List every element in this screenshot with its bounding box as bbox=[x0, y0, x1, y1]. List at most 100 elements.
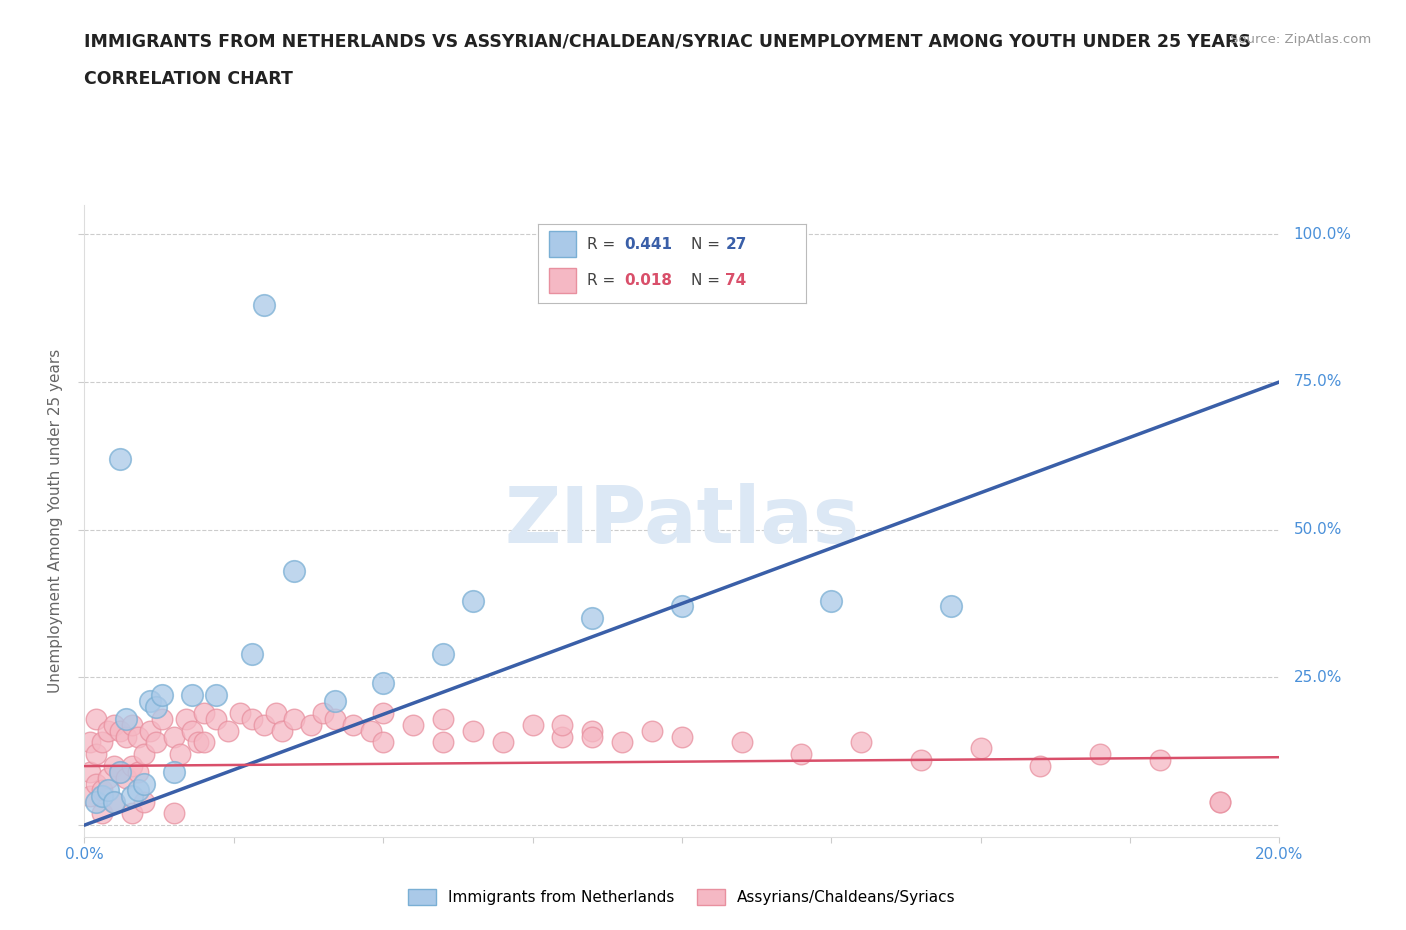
Point bbox=[115, 770, 138, 785]
Text: N =: N = bbox=[690, 236, 724, 252]
Point bbox=[1029, 759, 1052, 774]
Point bbox=[163, 764, 186, 779]
Point bbox=[360, 724, 382, 738]
Point bbox=[228, 706, 252, 721]
Bar bbox=[550, 268, 576, 293]
Point bbox=[193, 735, 215, 750]
Point bbox=[163, 806, 186, 821]
Point bbox=[139, 694, 162, 709]
Point bbox=[240, 646, 263, 661]
Point bbox=[205, 711, 228, 726]
Point bbox=[253, 298, 276, 312]
Point bbox=[103, 794, 125, 809]
Point bbox=[145, 735, 167, 750]
Point bbox=[150, 711, 173, 726]
Point bbox=[641, 724, 664, 738]
Text: 74: 74 bbox=[725, 273, 747, 288]
Text: 0.441: 0.441 bbox=[624, 236, 672, 252]
Point bbox=[301, 717, 323, 732]
Text: N =: N = bbox=[690, 273, 724, 288]
Point bbox=[402, 717, 425, 732]
Point bbox=[180, 724, 202, 738]
Point bbox=[127, 729, 149, 744]
Point bbox=[1088, 747, 1111, 762]
Point bbox=[150, 687, 173, 702]
Point bbox=[205, 687, 228, 702]
Point bbox=[132, 747, 156, 762]
Point bbox=[97, 724, 120, 738]
Y-axis label: Unemployment Among Youth under 25 years: Unemployment Among Youth under 25 years bbox=[48, 349, 63, 693]
Point bbox=[492, 735, 515, 750]
Text: 50.0%: 50.0% bbox=[1294, 522, 1341, 538]
Text: 25.0%: 25.0% bbox=[1294, 670, 1341, 684]
Text: IMMIGRANTS FROM NETHERLANDS VS ASSYRIAN/CHALDEAN/SYRIAC UNEMPLOYMENT AMONG YOUTH: IMMIGRANTS FROM NETHERLANDS VS ASSYRIAN/… bbox=[84, 33, 1251, 50]
Point bbox=[103, 717, 125, 732]
Point bbox=[86, 711, 108, 726]
Point bbox=[110, 764, 132, 779]
Text: R =: R = bbox=[586, 273, 620, 288]
Point bbox=[522, 717, 544, 732]
Point bbox=[127, 764, 149, 779]
Point bbox=[671, 729, 693, 744]
Point bbox=[551, 729, 574, 744]
Point bbox=[115, 729, 138, 744]
Text: CORRELATION CHART: CORRELATION CHART bbox=[84, 70, 294, 87]
Point bbox=[163, 729, 186, 744]
Text: 75.0%: 75.0% bbox=[1294, 375, 1341, 390]
Point bbox=[132, 794, 156, 809]
Point bbox=[115, 711, 138, 726]
Point bbox=[139, 724, 162, 738]
Text: R =: R = bbox=[586, 236, 620, 252]
Point bbox=[671, 599, 693, 614]
Point bbox=[342, 717, 364, 732]
Point bbox=[217, 724, 239, 738]
Point bbox=[323, 694, 347, 709]
Point bbox=[1149, 752, 1171, 767]
Point bbox=[79, 764, 101, 779]
Point bbox=[79, 789, 101, 804]
Point bbox=[849, 735, 872, 750]
Text: Source: ZipAtlas.com: Source: ZipAtlas.com bbox=[1230, 33, 1371, 46]
Point bbox=[103, 794, 125, 809]
Point bbox=[432, 711, 454, 726]
Point bbox=[121, 759, 143, 774]
Point bbox=[581, 729, 603, 744]
Point bbox=[110, 724, 132, 738]
Text: ZIPatlas: ZIPatlas bbox=[505, 483, 859, 559]
Point bbox=[86, 747, 108, 762]
Text: 100.0%: 100.0% bbox=[1294, 227, 1351, 242]
Point bbox=[79, 735, 101, 750]
Point bbox=[312, 706, 335, 721]
Point bbox=[253, 717, 276, 732]
Point bbox=[731, 735, 754, 750]
Point bbox=[121, 806, 143, 821]
Point bbox=[132, 777, 156, 791]
Point bbox=[432, 735, 454, 750]
Point bbox=[323, 711, 347, 726]
Point bbox=[145, 699, 167, 714]
Point bbox=[461, 724, 484, 738]
Point bbox=[187, 735, 209, 750]
Point bbox=[610, 735, 633, 750]
Point bbox=[86, 794, 108, 809]
Point bbox=[371, 706, 394, 721]
Point bbox=[1208, 794, 1232, 809]
Text: 0.018: 0.018 bbox=[624, 273, 672, 288]
Point bbox=[86, 777, 108, 791]
Point bbox=[371, 735, 394, 750]
Point bbox=[174, 711, 197, 726]
Point bbox=[371, 676, 394, 691]
Point bbox=[110, 764, 132, 779]
Point bbox=[91, 789, 114, 804]
Point bbox=[790, 747, 813, 762]
Point bbox=[97, 770, 120, 785]
Point bbox=[581, 611, 603, 626]
Point bbox=[121, 789, 143, 804]
Point bbox=[264, 706, 287, 721]
Legend: Immigrants from Netherlands, Assyrians/Chaldeans/Syriacs: Immigrants from Netherlands, Assyrians/C… bbox=[402, 884, 962, 911]
Point bbox=[1208, 794, 1232, 809]
Text: 27: 27 bbox=[725, 236, 747, 252]
Point bbox=[180, 687, 202, 702]
Bar bbox=[550, 232, 576, 257]
Point bbox=[91, 806, 114, 821]
